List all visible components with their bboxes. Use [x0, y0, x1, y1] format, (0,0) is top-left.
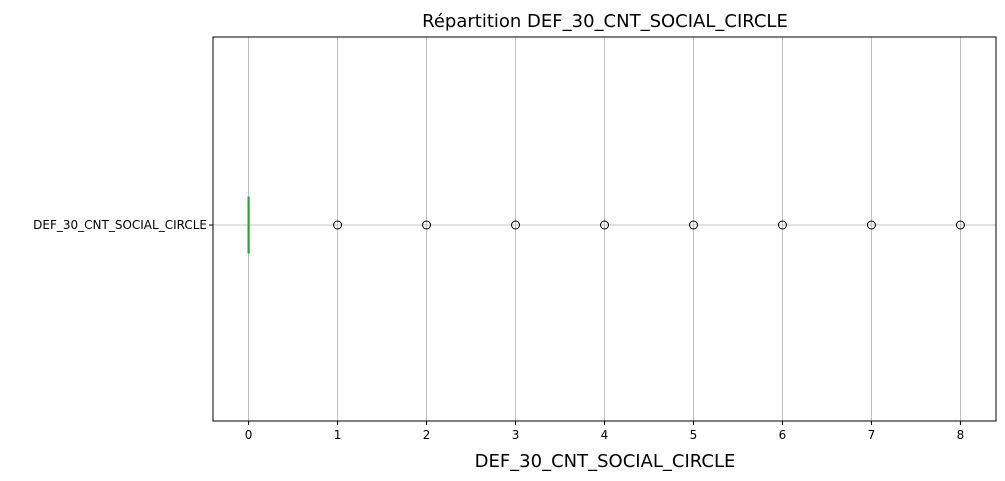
x-axis-label: DEF_30_CNT_SOCIAL_CIRCLE [475, 451, 736, 472]
x-tick-label: 0 [245, 428, 253, 442]
outlier-point [866, 220, 876, 230]
x-tick-label: 4 [601, 428, 609, 442]
x-tick-label: 8 [957, 428, 965, 442]
x-tick-label: 6 [779, 428, 787, 442]
x-axis-ticks: 0 1 2 3 4 5 6 7 8 [245, 421, 964, 442]
x-tick-label: 5 [690, 428, 698, 442]
outlier-point [777, 220, 787, 230]
y-axis-ticks: DEF_30_CNT_SOCIAL_CIRCLE [33, 218, 213, 232]
outlier-point [688, 220, 698, 230]
outlier-point [511, 220, 521, 230]
x-tick-label: 3 [512, 428, 520, 442]
x-tick-label: 1 [334, 428, 342, 442]
outlier-point [600, 220, 609, 230]
outlier-point [333, 220, 343, 230]
chart-title: Répartition DEF_30_CNT_SOCIAL_CIRCLE [422, 11, 788, 32]
x-tick-label: 2 [423, 428, 431, 442]
outlier-point [955, 220, 965, 230]
outlier-point [422, 220, 432, 230]
y-tick-label: DEF_30_CNT_SOCIAL_CIRCLE [33, 218, 207, 232]
plot-layer [247, 196, 965, 254]
x-tick-label: 7 [868, 428, 876, 442]
